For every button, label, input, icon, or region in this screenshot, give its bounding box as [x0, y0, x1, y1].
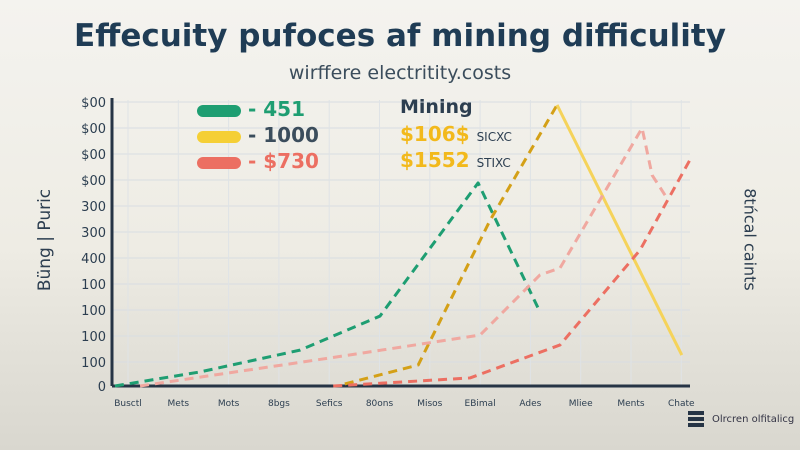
y-tick-label: 100: [81, 304, 106, 319]
mining-unit: STIXC: [476, 156, 511, 170]
x-tick-label: Mliee: [569, 399, 593, 409]
legend-swatch: [197, 130, 241, 143]
logo-icon: [688, 411, 704, 427]
legend-item: - 451: [197, 97, 305, 121]
series-line-3: [139, 126, 670, 388]
x-tick-label: Sefics: [316, 399, 343, 409]
x-tick-label: Mots: [218, 399, 240, 409]
mining-heading: Mining: [400, 96, 473, 118]
legend-label: - 451: [247, 97, 305, 121]
x-tick-label: Mets: [168, 399, 190, 409]
series-line-1: [344, 104, 559, 386]
y-tick-label: 100: [81, 356, 106, 371]
x-tick-label: 80ons: [366, 399, 394, 409]
logo-text: Olrcren olfitalicg: [712, 413, 795, 425]
series-line-2: [555, 104, 684, 356]
legend-label: - 1000: [247, 123, 319, 147]
x-tick-label: Busctl: [114, 399, 142, 409]
legend-item: - 1000: [197, 123, 319, 147]
legend-item: - $730: [197, 149, 319, 173]
mining-row: $106$ SICXC: [400, 122, 512, 146]
chart-subtitle: wirffere electritity.costs: [288, 62, 512, 84]
series-line-4: [333, 159, 692, 388]
x-tick-label: Ades: [519, 399, 541, 409]
legend-swatch: [197, 104, 241, 117]
y-tick-label: 100: [81, 330, 106, 345]
chart-title: Effecuity pufoces af mining difficulity: [74, 18, 726, 54]
x-tick-label: Ments: [617, 399, 645, 409]
legend-swatch: [197, 156, 241, 169]
y-tick-label: 0: [98, 380, 106, 395]
mining-row: $1552 STIXC: [400, 148, 511, 172]
y-tick-label: $00: [81, 96, 106, 111]
mining-value: $106$: [400, 122, 470, 146]
y-tick-label: 300: [81, 200, 106, 215]
x-tick-label: 8bgs: [268, 399, 290, 409]
x-tick-label: Misos: [417, 399, 442, 409]
y-tick-label: $00: [81, 174, 106, 189]
mining-unit: SICXC: [476, 130, 512, 144]
series-line-0: [114, 181, 542, 388]
mining-value: $1552: [400, 148, 470, 172]
y-tick-label: $00: [81, 122, 106, 137]
x-tick-label: EBimal: [465, 399, 496, 409]
y-tick-label: 300: [81, 226, 106, 241]
y-tick-label: 400: [81, 252, 106, 267]
y-tick-label: 100: [81, 278, 106, 293]
x-tick-label: Chate: [668, 399, 695, 409]
y-tick-label: $00: [81, 148, 106, 163]
logo: Olrcren olfitalicg: [688, 411, 794, 427]
legend-label: - $730: [247, 149, 319, 173]
